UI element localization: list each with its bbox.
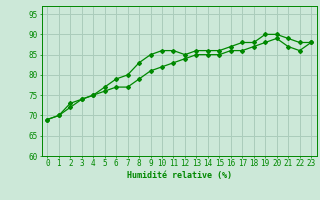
X-axis label: Humidité relative (%): Humidité relative (%) [127, 171, 232, 180]
